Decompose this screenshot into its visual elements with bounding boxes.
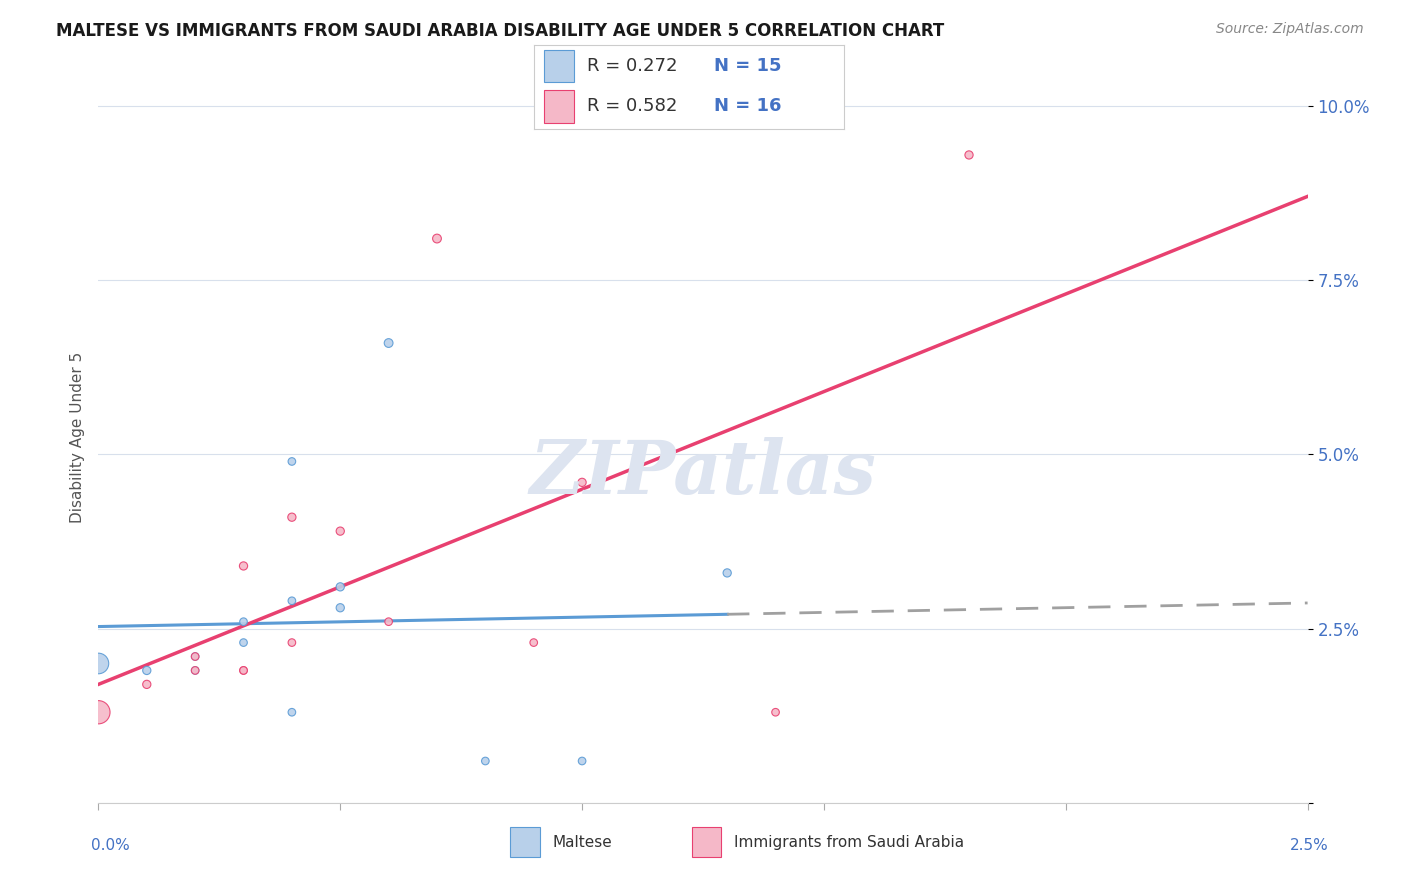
Point [523,635,546,649]
FancyBboxPatch shape [692,827,721,857]
Point [232,615,254,629]
Point [184,664,207,678]
Point [281,635,304,649]
Point [281,705,304,719]
Point [329,524,352,538]
Text: MALTESE VS IMMIGRANTS FROM SAUDI ARABIA DISABILITY AGE UNDER 5 CORRELATION CHART: MALTESE VS IMMIGRANTS FROM SAUDI ARABIA … [56,22,945,40]
Text: R = 0.272: R = 0.272 [586,57,678,75]
Point [329,600,352,615]
Text: Immigrants from Saudi Arabia: Immigrants from Saudi Arabia [734,835,965,849]
Y-axis label: Disability Age Under 5: Disability Age Under 5 [69,351,84,523]
Text: Maltese: Maltese [553,835,612,849]
Point [281,594,304,608]
Point [184,649,207,664]
Point [87,705,110,719]
FancyBboxPatch shape [544,50,575,82]
Text: N = 15: N = 15 [714,57,782,75]
Text: 0.0%: 0.0% [91,838,131,853]
Point [571,475,593,490]
Point [474,754,496,768]
Text: R = 0.582: R = 0.582 [586,97,678,115]
Point [426,231,449,245]
Point [135,677,157,691]
Point [329,580,352,594]
Point [281,510,304,524]
Point [377,615,399,629]
Point [184,664,207,678]
Point [232,664,254,678]
Point [281,454,304,468]
Text: Source: ZipAtlas.com: Source: ZipAtlas.com [1216,22,1364,37]
Point [716,566,738,580]
Point [135,664,157,678]
Point [232,635,254,649]
FancyBboxPatch shape [544,90,575,122]
Point [87,657,110,671]
Point [184,649,207,664]
Text: N = 16: N = 16 [714,97,782,115]
Text: 2.5%: 2.5% [1289,838,1329,853]
Point [765,705,787,719]
Point [232,664,254,678]
Point [232,558,254,573]
Point [571,754,593,768]
Text: ZIPatlas: ZIPatlas [530,437,876,510]
FancyBboxPatch shape [510,827,540,857]
Point [377,336,399,351]
Point [957,148,980,162]
